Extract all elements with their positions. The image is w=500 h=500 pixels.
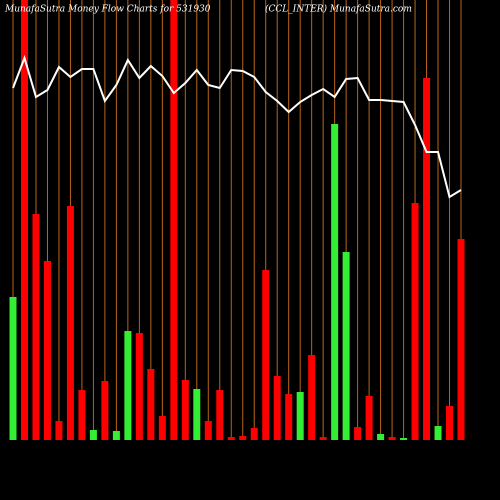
bar <box>423 78 431 440</box>
bar <box>400 438 408 440</box>
price-line <box>12 54 462 199</box>
chart-title: MunafaSutra Money Flow Charts for 531930 <box>4 5 211 15</box>
bar <box>101 381 109 440</box>
bar <box>377 434 385 440</box>
bar <box>55 421 63 440</box>
bar <box>434 426 442 440</box>
bar <box>112 431 120 440</box>
bar <box>319 437 327 440</box>
bar <box>331 124 339 440</box>
plot <box>9 0 465 440</box>
bar <box>342 252 350 440</box>
bar <box>158 416 166 440</box>
bar <box>446 406 454 440</box>
bar <box>124 331 132 440</box>
bar <box>66 206 74 440</box>
chart-subtitle: (CCL_INTER) MunafaSutra.com <box>265 4 412 15</box>
bar <box>135 333 143 440</box>
bar <box>216 390 224 440</box>
bar <box>262 270 270 440</box>
bar <box>9 297 17 440</box>
bar <box>285 394 293 440</box>
bar <box>250 428 258 440</box>
bar <box>43 261 51 440</box>
bar <box>89 430 97 440</box>
bar <box>239 436 247 440</box>
bar <box>170 0 178 440</box>
bar <box>193 389 201 440</box>
bar <box>296 392 304 440</box>
bar <box>78 390 86 440</box>
bar <box>147 369 155 440</box>
bar <box>181 380 189 440</box>
bar <box>32 214 40 440</box>
bar <box>411 203 419 440</box>
bar <box>354 427 362 440</box>
bar <box>273 376 281 440</box>
bar <box>457 239 465 440</box>
bar <box>204 421 212 440</box>
bar <box>365 396 373 440</box>
bar <box>308 355 316 440</box>
bar <box>227 437 235 440</box>
bar <box>20 0 28 440</box>
bar <box>388 437 396 440</box>
